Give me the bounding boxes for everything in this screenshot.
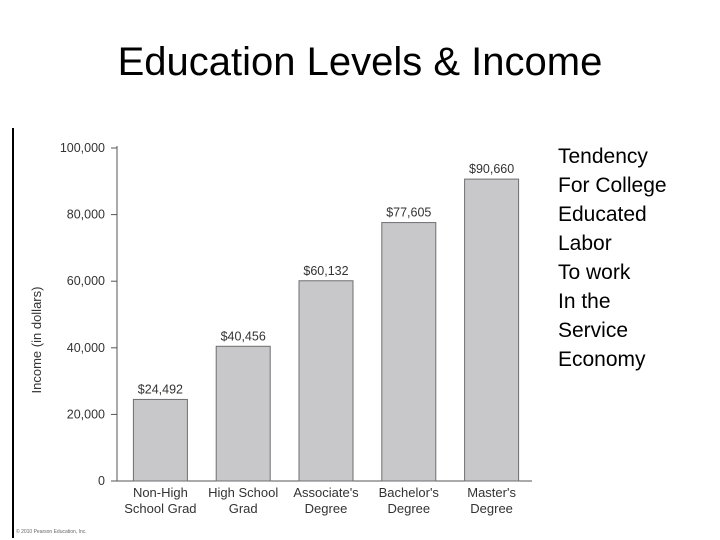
bar <box>132 398 188 482</box>
x-category-label: Degree <box>387 501 430 516</box>
side-text-line: In the <box>558 290 611 313</box>
bar <box>464 178 520 482</box>
copyright-note: © 2010 Pearson Education, Inc. <box>16 528 87 535</box>
y-tick-label: 40,000 <box>67 341 105 355</box>
y-tick-label: 0 <box>98 474 105 488</box>
bar-data-label: $77,605 <box>386 206 431 220</box>
bar <box>298 280 354 482</box>
side-text-line: Service <box>558 319 629 342</box>
x-category-label: School Grad <box>124 501 196 516</box>
side-text-line: Labor <box>558 232 612 255</box>
side-text-line: To work <box>558 261 631 284</box>
income-bar-chart: Income (in dollars) © 2010 Pearson Educa… <box>16 141 532 535</box>
side-text-line: Tendency <box>558 145 648 168</box>
y-axis-label: Income (in dollars) <box>29 287 44 394</box>
bar-data-label: $24,492 <box>138 382 183 396</box>
bar-data-label: $60,132 <box>303 264 348 278</box>
chart-panel: Income (in dollars) © 2010 Pearson Educa… <box>12 128 538 538</box>
bar-data-label: $40,456 <box>221 329 266 343</box>
y-tick-label: 100,000 <box>60 141 105 155</box>
x-category-label: Degree <box>305 501 348 516</box>
side-text-line: Educated <box>558 203 647 226</box>
side-text-line: For College <box>558 174 667 197</box>
y-tick-label: 60,000 <box>67 274 105 288</box>
y-tick-label: 80,000 <box>67 208 105 222</box>
slide-title: Education Levels & Income <box>117 40 603 84</box>
x-category-label: Master's <box>467 485 516 500</box>
side-text-line: Economy <box>558 348 646 371</box>
bar <box>381 222 437 482</box>
x-category-label: Degree <box>470 501 513 516</box>
bar-data-label: $90,660 <box>469 162 514 176</box>
x-category-label: Grad <box>229 501 258 516</box>
x-category-label: Non-High <box>133 485 188 500</box>
y-tick-label: 20,000 <box>67 407 105 421</box>
x-category-label: High School <box>208 485 278 500</box>
x-category-label: Associate's <box>293 485 359 500</box>
x-category-label: Bachelor's <box>379 485 440 500</box>
bar <box>215 345 271 482</box>
side-text-block: Tendency For College Educated Labor To work I… <box>558 142 718 374</box>
